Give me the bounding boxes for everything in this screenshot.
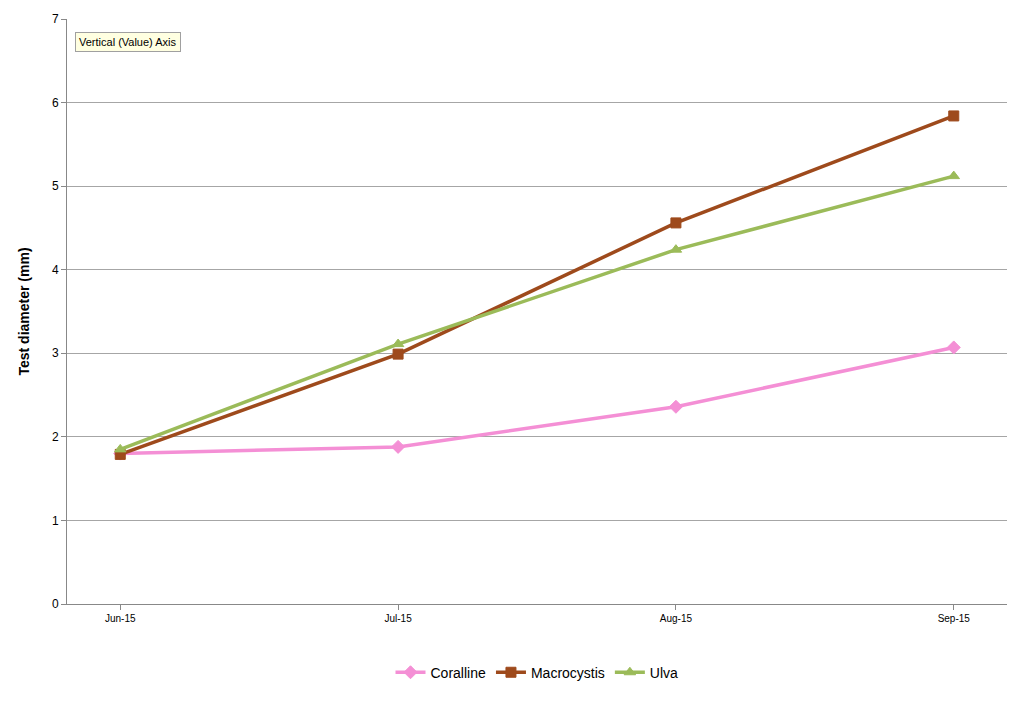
svg-text:Coralline: Coralline <box>431 665 486 681</box>
svg-text:0: 0 <box>52 597 59 611</box>
svg-text:Vertical (Value) Axis: Vertical (Value) Axis <box>79 36 177 48</box>
svg-text:Jul-15: Jul-15 <box>384 613 412 624</box>
svg-text:Test diameter (mm): Test diameter (mm) <box>16 247 32 375</box>
svg-text:4: 4 <box>52 263 59 277</box>
svg-text:7: 7 <box>52 12 59 26</box>
svg-text:6: 6 <box>52 96 59 110</box>
svg-text:5: 5 <box>52 179 59 193</box>
svg-text:3: 3 <box>52 346 59 360</box>
svg-text:Aug-15: Aug-15 <box>660 613 693 624</box>
svg-text:Macrocystis: Macrocystis <box>531 665 605 681</box>
svg-text:1: 1 <box>52 514 59 528</box>
svg-text:2: 2 <box>52 430 59 444</box>
svg-text:Ulva: Ulva <box>650 665 678 681</box>
svg-text:Jun-15: Jun-15 <box>105 613 136 624</box>
svg-text:Sep-15: Sep-15 <box>938 613 971 624</box>
